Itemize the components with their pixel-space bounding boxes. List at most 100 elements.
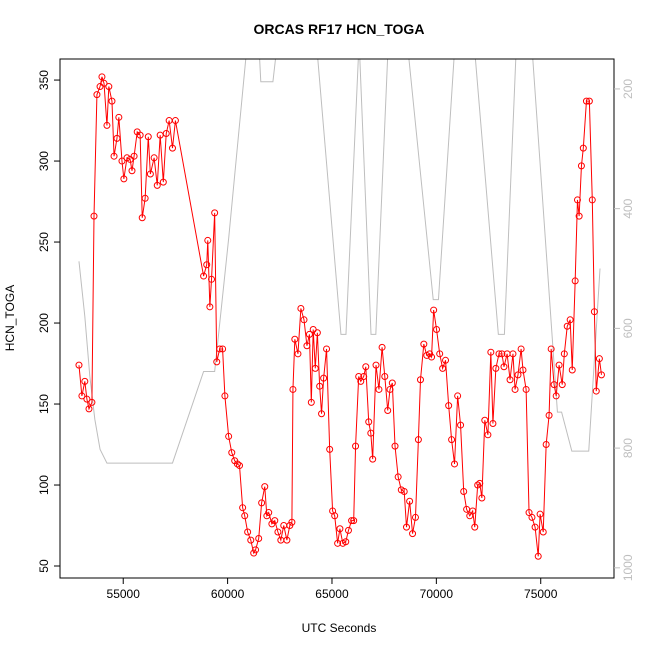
data-point bbox=[258, 499, 266, 507]
data-point bbox=[536, 510, 544, 518]
data-point bbox=[481, 416, 489, 424]
data-point bbox=[484, 431, 492, 439]
data-point bbox=[511, 385, 519, 393]
data-point bbox=[289, 385, 297, 393]
x-axis-label: UTC Seconds bbox=[302, 621, 377, 635]
data-point bbox=[118, 157, 126, 165]
data-point bbox=[283, 536, 291, 544]
data-point bbox=[236, 462, 244, 470]
data-point bbox=[378, 343, 386, 351]
data-point bbox=[216, 345, 224, 353]
data-point bbox=[386, 385, 394, 393]
data-point bbox=[506, 376, 514, 384]
data-point bbox=[318, 410, 326, 418]
data-point bbox=[81, 377, 89, 385]
data-point bbox=[219, 345, 227, 353]
data-point bbox=[414, 436, 422, 444]
data-point bbox=[211, 209, 219, 217]
data-point bbox=[555, 361, 563, 369]
data-point bbox=[388, 379, 396, 387]
y2-tick-label: 600 bbox=[621, 318, 635, 338]
data-point bbox=[542, 441, 550, 449]
data-point bbox=[200, 272, 208, 280]
data-point bbox=[476, 479, 484, 487]
data-point bbox=[375, 385, 383, 393]
data-point bbox=[566, 316, 574, 324]
data-point bbox=[344, 526, 352, 534]
data-point bbox=[568, 366, 576, 374]
data-point bbox=[350, 517, 358, 525]
data-point bbox=[204, 236, 212, 244]
data-point bbox=[550, 381, 558, 389]
data-point bbox=[539, 528, 547, 536]
data-point bbox=[206, 303, 214, 311]
data-point bbox=[597, 371, 605, 379]
plot-area bbox=[75, 59, 605, 560]
data-point bbox=[433, 326, 441, 334]
x-tick-label: 65000 bbox=[315, 587, 349, 601]
data-point bbox=[316, 382, 324, 390]
data-point bbox=[171, 117, 179, 125]
data-point bbox=[300, 316, 308, 324]
data-point bbox=[588, 196, 596, 204]
data-point bbox=[85, 405, 93, 413]
data-point bbox=[545, 411, 553, 419]
x-tick-label: 70000 bbox=[420, 587, 454, 601]
data-point bbox=[305, 330, 313, 338]
data-point bbox=[514, 371, 522, 379]
data-point bbox=[233, 460, 241, 468]
data-point bbox=[75, 361, 83, 369]
data-point bbox=[457, 421, 465, 429]
data-point bbox=[244, 528, 252, 536]
data-point bbox=[326, 445, 334, 453]
data-point bbox=[208, 275, 216, 283]
data-point bbox=[320, 374, 328, 382]
data-point bbox=[552, 392, 560, 400]
data-point bbox=[558, 381, 566, 389]
data-point bbox=[498, 350, 506, 358]
data-point bbox=[108, 97, 116, 105]
chart-title: ORCAS RF17 HCN_TOGA bbox=[254, 21, 425, 37]
data-point bbox=[406, 497, 414, 505]
data-point bbox=[78, 392, 86, 400]
data-point bbox=[547, 345, 555, 353]
x-tick-label: 60000 bbox=[211, 587, 245, 601]
data-point bbox=[93, 91, 101, 99]
data-point bbox=[162, 130, 170, 138]
y-tick-label: 300 bbox=[37, 151, 51, 171]
data-point bbox=[519, 366, 527, 374]
data-point bbox=[144, 133, 152, 141]
data-point bbox=[448, 436, 456, 444]
data-point bbox=[416, 376, 424, 384]
data-point bbox=[291, 335, 299, 343]
data-point bbox=[90, 212, 98, 220]
data-point bbox=[313, 329, 321, 337]
data-point bbox=[585, 97, 593, 105]
data-point bbox=[239, 504, 247, 512]
data-point bbox=[252, 546, 260, 554]
data-point bbox=[336, 525, 344, 533]
y-tick-label: 100 bbox=[37, 475, 51, 495]
data-point bbox=[451, 460, 459, 468]
data-point bbox=[577, 162, 585, 170]
data-point bbox=[128, 167, 136, 175]
data-point bbox=[159, 178, 167, 186]
data-point bbox=[150, 154, 158, 162]
data-point bbox=[352, 442, 360, 450]
data-point bbox=[83, 395, 91, 403]
data-point bbox=[430, 306, 438, 314]
data-point bbox=[528, 513, 536, 521]
data-point bbox=[411, 513, 419, 521]
data-point bbox=[88, 398, 96, 406]
data-point bbox=[487, 348, 495, 356]
data-point bbox=[409, 530, 417, 538]
data-point bbox=[367, 429, 375, 437]
data-point bbox=[203, 261, 211, 269]
data-point bbox=[590, 308, 598, 316]
data-point bbox=[391, 442, 399, 450]
data-point bbox=[265, 509, 273, 517]
y-tick-label: 350 bbox=[37, 70, 51, 90]
data-point bbox=[146, 170, 154, 178]
y-axis-label: HCN_TOGA bbox=[3, 285, 17, 351]
